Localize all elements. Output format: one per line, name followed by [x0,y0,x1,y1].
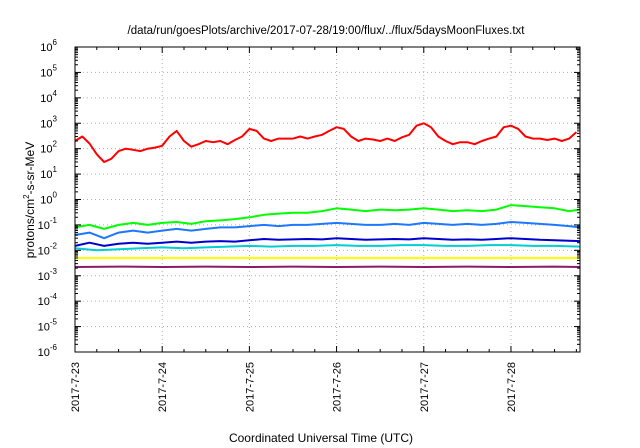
y-tick-label: 10-1 [38,216,58,232]
y-tick-label-base: 10 [40,144,52,156]
y-tick-label-exp: 5 [53,63,58,72]
y-tick-label-exp: -4 [50,292,58,301]
x-tick-label: 2017-7-25 [244,362,256,412]
series-line-1 [74,122,578,163]
y-tick-label-exp: 2 [53,140,58,149]
y-tick-label-base: 10 [40,195,52,207]
y-tick-label-exp: 4 [53,89,58,98]
y-tick-label-exp: 6 [53,38,58,47]
series-line-2 [74,204,581,230]
y-tick-label-base: 10 [38,296,50,308]
y-tick-label-base: 10 [38,245,50,257]
y-tick-label-base: 10 [38,347,50,359]
y-axis-label: protons/cm2-s-sr-MeV [22,142,37,258]
x-tick-label: 2017-7-27 [419,362,431,412]
y-tick-label-exp: -2 [50,241,58,250]
y-tick-label-base: 10 [38,322,50,334]
y-tick-label-exp: -3 [50,267,58,276]
x-tick-label: 2017-7-26 [332,362,344,412]
y-tick-label-base: 10 [40,67,52,79]
y-tick-label: 10-5 [38,318,58,334]
y-tick-label-exp: 0 [53,191,58,200]
series-line-4 [74,237,581,247]
x-tick-label: 2017-7-28 [506,362,518,412]
y-tick-label-exp: 1 [53,165,58,174]
y-tick-label: 105 [40,63,57,79]
y-tick-label-base: 10 [40,169,52,181]
y-axis-label-suffix: -s-sr-MeV [23,142,37,195]
chart-title: /data/run/goesPlots/archive/2017-07-28/1… [128,25,526,37]
y-tick-label: 102 [40,140,57,156]
y-tick-label-base: 10 [40,118,52,130]
y-tick-label-exp: -1 [50,216,58,225]
y-tick-label: 10-4 [38,292,58,308]
x-tick-label: 2017-7-23 [70,362,82,412]
y-axis: 10-610-510-410-310-210-11001011021031041… [38,38,580,359]
y-tick-label-exp: -5 [50,318,58,327]
y-tick-label-exp: -6 [50,343,58,352]
series-line-3 [74,221,581,240]
x-tick-label: 2017-7-24 [157,362,169,412]
y-tick-label-base: 10 [40,93,52,105]
y-tick-label: 10-6 [38,343,58,359]
y-tick-label: 106 [40,38,57,54]
y-tick-label: 103 [40,114,57,130]
y-tick-label-base: 10 [40,42,52,54]
y-tick-label-exp: 3 [53,114,58,123]
y-tick-label: 100 [40,191,57,207]
y-tick-label: 10-2 [38,241,58,257]
y-axis-label-prefix: protons/cm [23,199,37,258]
y-tick-label-base: 10 [38,220,50,232]
grid-lines [75,47,580,352]
series-line-5 [74,244,581,252]
y-tick-label: 104 [40,89,57,105]
y-axis-label-sup: 2 [22,194,31,199]
y-tick-label: 10-3 [38,267,58,283]
x-axis-label: Coordinated Universal Time (UTC) [229,431,413,445]
x-axis: 2017-7-23 2017-7-24 2017-7-25 2017-7-26 2017… [70,47,577,412]
data-series [74,122,581,268]
y-tick-label: 101 [40,165,57,181]
y-tick-label-base: 10 [38,271,50,283]
